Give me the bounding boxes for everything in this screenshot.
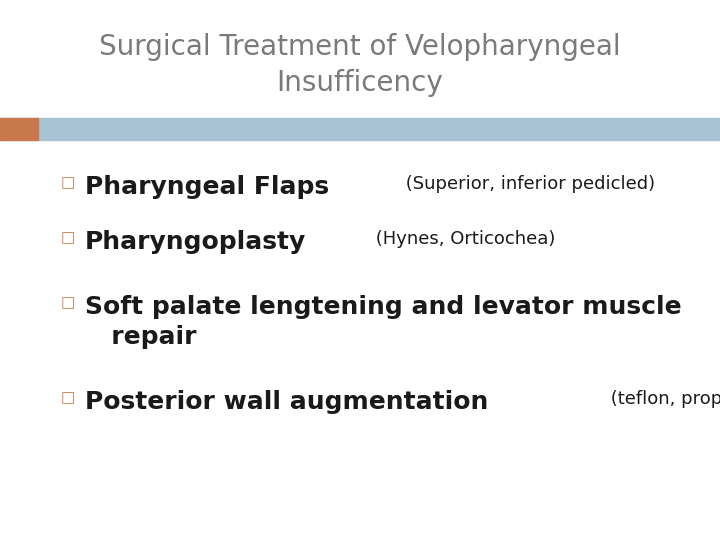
Text: □: □ <box>60 175 75 190</box>
Text: Soft palate lengtening and levator muscle
   repair: Soft palate lengtening and levator muscl… <box>85 295 682 349</box>
Bar <box>0 118 38 140</box>
Text: □: □ <box>60 390 75 405</box>
Text: □: □ <box>60 295 75 310</box>
Text: Surgical Treatment of Velopharyngeal
Insufficency: Surgical Treatment of Velopharyngeal Ins… <box>99 32 621 97</box>
Bar <box>0 118 720 140</box>
Text: Posterior wall augmentation: Posterior wall augmentation <box>85 390 488 414</box>
Text: (Hynes, Orticochea): (Hynes, Orticochea) <box>371 230 556 248</box>
Text: Pharyngoplasty: Pharyngoplasty <box>85 230 306 254</box>
Text: (Superior, inferior pedicled): (Superior, inferior pedicled) <box>400 175 655 193</box>
Text: □: □ <box>60 230 75 245</box>
Text: Pharyngeal Flaps: Pharyngeal Flaps <box>85 175 329 199</box>
Text: (teflon, proplast): (teflon, proplast) <box>606 390 720 408</box>
